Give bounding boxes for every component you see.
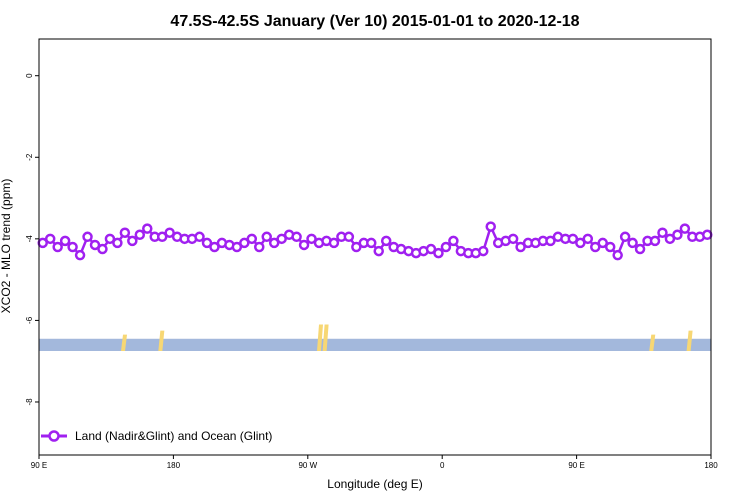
- data-point: [612, 249, 623, 261]
- data-point: [127, 235, 138, 247]
- x-axis-label: Longitude (deg E): [327, 477, 422, 491]
- data-point: [679, 223, 691, 234]
- x-tick-label: 180: [704, 461, 718, 470]
- legend: Land (Nadir&Glint) and Ocean (Glint): [41, 429, 272, 443]
- data-point: [268, 237, 280, 249]
- land-mark: [322, 324, 329, 351]
- data-point: [194, 231, 205, 243]
- data-point: [380, 235, 392, 247]
- land-marks-layer: [121, 324, 693, 351]
- data-point: [209, 241, 220, 253]
- x-tick-label: 0: [440, 461, 445, 470]
- data-point: [142, 223, 153, 234]
- data-point: [67, 241, 78, 253]
- data-point: [59, 235, 71, 247]
- y-tick-label: -4: [25, 235, 34, 243]
- land-mark: [121, 334, 127, 351]
- plot-frame: [38, 38, 712, 456]
- data-point: [597, 237, 608, 249]
- legend-label: Land (Nadir&Glint) and Ocean (Glint): [75, 429, 272, 443]
- data-point: [328, 237, 340, 249]
- x-axis: 90 E 180 90 W 0 90 E 180: [31, 455, 718, 470]
- data-point: [134, 229, 146, 241]
- data-point: [664, 233, 676, 245]
- data-point: [343, 231, 355, 243]
- data-point: [201, 237, 213, 249]
- chart-title: 47.5S-42.5S January (Ver 10) 2015-01-01 …: [170, 13, 579, 30]
- data-point: [515, 241, 526, 253]
- data-point: [627, 237, 638, 249]
- data-point: [433, 247, 444, 259]
- data-point: [485, 221, 496, 232]
- data-point: [239, 237, 250, 249]
- data-point: [351, 241, 362, 253]
- data-point: [604, 241, 616, 253]
- data-point: [104, 233, 116, 245]
- x-tick-label: 180: [167, 461, 181, 470]
- data-point: [619, 231, 631, 243]
- data-point: [74, 249, 86, 261]
- data-point: [112, 237, 123, 249]
- data-point: [82, 231, 93, 243]
- data-point: [448, 235, 459, 247]
- data-point: [575, 237, 586, 249]
- land-mark: [158, 330, 165, 351]
- land-mark: [317, 324, 323, 351]
- series-layer: [37, 221, 713, 261]
- data-point: [52, 241, 63, 253]
- data-point: [567, 233, 579, 245]
- y-axis: 0 -2 -4 -6 -8: [25, 73, 39, 406]
- ocean-band: [39, 338, 711, 351]
- x-tick-label: 90 W: [298, 461, 317, 470]
- data-point: [672, 229, 683, 241]
- data-point: [306, 233, 317, 245]
- data-point: [366, 237, 377, 249]
- data-point: [507, 233, 519, 245]
- y-tick-label: -6: [25, 316, 34, 324]
- data-point: [97, 243, 108, 255]
- data-point: [164, 227, 175, 238]
- data-point: [425, 243, 437, 255]
- data-point: [440, 241, 452, 253]
- data-point: [254, 241, 265, 253]
- data-point: [291, 231, 302, 243]
- data-point: [156, 231, 168, 243]
- data-point: [657, 227, 668, 238]
- data-point: [634, 243, 646, 255]
- data-point: [119, 227, 131, 238]
- data-point: [478, 245, 489, 257]
- data-point: [276, 233, 287, 245]
- data-point: [298, 239, 310, 251]
- x-tick-label: 90 E: [568, 461, 584, 470]
- y-tick-label: 0: [25, 73, 34, 78]
- land-mark: [686, 330, 693, 351]
- data-point: [373, 245, 384, 257]
- legend-marker: [48, 430, 60, 442]
- ocean-band-layer: [39, 338, 711, 351]
- y-axis-label: XCO2 - MLO trend (ppm): [0, 179, 13, 314]
- data-point: [590, 241, 601, 253]
- data-point: [702, 229, 713, 241]
- data-point: [261, 231, 272, 243]
- data-point: [89, 239, 101, 251]
- y-tick-label: -2: [25, 153, 34, 161]
- y-tick-label: -8: [25, 398, 34, 406]
- data-point: [545, 235, 556, 247]
- data-point: [582, 233, 594, 245]
- land-mark: [649, 334, 656, 351]
- x-tick-label: 90 E: [31, 461, 47, 470]
- data-point: [231, 241, 243, 253]
- data-point: [246, 233, 258, 245]
- data-point: [44, 233, 56, 245]
- data-point: [649, 235, 661, 247]
